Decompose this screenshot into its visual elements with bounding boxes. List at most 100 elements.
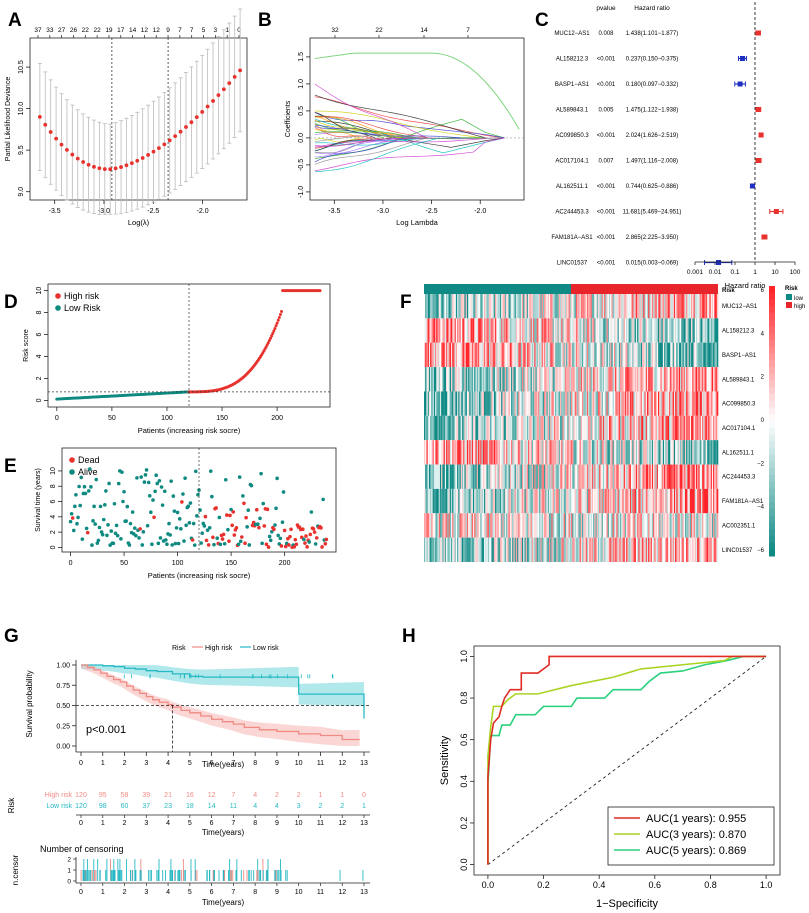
heatmap-cell xyxy=(438,367,441,392)
heatmap-cell xyxy=(492,415,495,441)
hazard-ratio-point xyxy=(749,183,755,189)
heatmap-cell xyxy=(595,440,598,465)
pvalue-label: 0.005 xyxy=(598,108,614,114)
panel-label-d: D xyxy=(4,292,18,313)
heatmap-cell xyxy=(561,464,563,489)
heatmap-cell xyxy=(433,464,436,489)
pvalue-label: p<0.001 xyxy=(86,724,126,736)
heatmap-cell xyxy=(424,488,426,514)
heatmap-cell xyxy=(617,488,620,514)
heatmap-cell xyxy=(562,488,564,514)
coefficient-path xyxy=(314,96,505,139)
x-axis-label: 1−Specificity xyxy=(596,898,659,910)
heatmap-cell xyxy=(703,513,705,538)
gene-label: LINC01537 xyxy=(557,261,588,267)
heatmap-cell xyxy=(466,391,469,416)
heatmap-cell xyxy=(578,440,580,465)
roc-curve xyxy=(487,655,767,865)
heatmap-cell xyxy=(585,513,588,538)
heatmap-cell xyxy=(640,464,643,489)
x-tick-label: 3 xyxy=(144,889,148,896)
heatmap-cell xyxy=(567,294,569,319)
heatmap-cell xyxy=(455,294,458,319)
heatmap-cell xyxy=(662,464,665,489)
survival-point xyxy=(220,537,225,541)
heatmap-cell xyxy=(706,391,709,416)
heatmap-cell xyxy=(526,440,529,465)
y-tick-label: 8 xyxy=(36,311,43,315)
heatmap-cell xyxy=(715,391,718,416)
heatmap-cell xyxy=(578,537,580,562)
heatmap-cell xyxy=(464,464,466,489)
heatmap-cell xyxy=(638,488,640,514)
heatmap-cell xyxy=(551,391,553,416)
heatmap-cell xyxy=(582,488,584,514)
heatmap-cell xyxy=(492,318,495,343)
heatmap-cell xyxy=(540,513,542,538)
survival-point xyxy=(282,528,287,533)
heatmap-cell xyxy=(698,440,700,465)
heatmap-cell xyxy=(580,367,583,392)
survival-point xyxy=(229,507,233,512)
heatmap-cell xyxy=(637,513,639,538)
heatmap-cell xyxy=(686,318,688,343)
heatmap-cell xyxy=(711,391,714,416)
heatmap-cell xyxy=(563,367,566,392)
heatmap-cell xyxy=(542,342,545,368)
survival-point xyxy=(279,544,284,548)
survival-point xyxy=(132,526,137,530)
heatmap-cell xyxy=(709,488,711,514)
heatmap-cell xyxy=(488,537,491,562)
heatmap-cell xyxy=(531,415,534,441)
heatmap-cell xyxy=(495,440,497,465)
heatmap-cell xyxy=(613,440,616,465)
hazard-ratio-label: 1.438(1.101−1.877) xyxy=(626,31,679,37)
heatmap-cell xyxy=(634,318,637,343)
heatmap-cell xyxy=(588,537,590,562)
heatmap-cell xyxy=(474,464,476,489)
heatmap-cell xyxy=(453,513,455,538)
heatmap-cell xyxy=(425,342,427,368)
heatmap-cell xyxy=(503,440,506,465)
heatmap-cell xyxy=(714,537,716,562)
heatmap-cell xyxy=(657,318,660,343)
heatmap-cell xyxy=(474,367,476,392)
survival-point xyxy=(280,520,285,525)
heatmap-cell xyxy=(597,488,600,514)
heatmap-cell xyxy=(545,415,547,441)
heatmap-cell xyxy=(473,440,475,465)
heatmap-cell xyxy=(577,342,579,368)
heatmap-cell xyxy=(667,415,670,441)
heatmap-cell xyxy=(694,537,697,562)
heatmap-cell xyxy=(654,440,656,465)
heatmap-cell xyxy=(591,367,594,392)
heatmap-cell xyxy=(644,391,647,416)
heatmap-cell xyxy=(601,464,604,489)
censoring-xlabel: Time(years) xyxy=(202,898,245,907)
heatmap-row-label: AC244453.3 xyxy=(722,475,756,481)
heatmap-cell xyxy=(519,318,522,343)
heatmap-cell xyxy=(605,464,607,489)
survival-point xyxy=(211,535,215,540)
x-tick-label: 9 xyxy=(275,760,279,767)
heatmap-cell xyxy=(651,415,654,441)
legend-level-low: low xyxy=(794,296,804,302)
heatmap-cell xyxy=(714,342,716,368)
heatmap-cell xyxy=(428,415,431,441)
heatmap-cell xyxy=(700,513,703,538)
heatmap-cell xyxy=(695,367,698,392)
color-scale-segment xyxy=(769,454,775,462)
heatmap-cell xyxy=(611,391,613,416)
heatmap-cell xyxy=(699,367,702,392)
heatmap-cell xyxy=(508,342,511,368)
heatmap-cell xyxy=(453,440,455,465)
heatmap-cell xyxy=(507,367,509,392)
heatmap-cell xyxy=(515,294,518,319)
heatmap-cell xyxy=(479,342,481,368)
heatmap-cell xyxy=(615,513,617,538)
heatmap-cell xyxy=(556,415,558,441)
heatmap-cell xyxy=(561,537,563,562)
heatmap-cell xyxy=(508,318,511,343)
heatmap-cell xyxy=(574,342,577,368)
heatmap-cell xyxy=(528,391,530,416)
